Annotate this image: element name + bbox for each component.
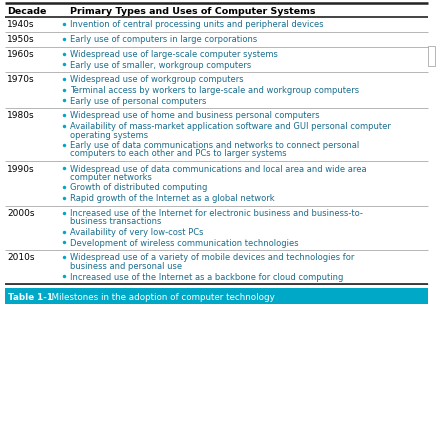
Text: operating systems: operating systems [70, 130, 148, 139]
Text: 1970s: 1970s [7, 75, 35, 84]
Text: Widespread use of large-scale computer systems: Widespread use of large-scale computer s… [70, 50, 278, 59]
Text: Primary Types and Uses of Computer Systems: Primary Types and Uses of Computer Syste… [70, 6, 316, 15]
Text: 1950s: 1950s [7, 35, 35, 44]
Text: 1940s: 1940s [7, 20, 35, 29]
Text: 1990s: 1990s [7, 164, 35, 173]
Text: Invention of central processing units and peripheral devices: Invention of central processing units an… [70, 20, 324, 29]
Text: business transactions: business transactions [70, 217, 161, 226]
Text: Widespread use of workgroup computers: Widespread use of workgroup computers [70, 75, 243, 84]
Text: Milestones in the adoption of computer technology: Milestones in the adoption of computer t… [46, 292, 275, 301]
Text: Early use of personal computers: Early use of personal computers [70, 96, 206, 105]
Text: Rapid growth of the Internet as a global network: Rapid growth of the Internet as a global… [70, 194, 274, 203]
Bar [428, 47, 435, 67]
Text: Availability of very low-cost PCs: Availability of very low-cost PCs [70, 227, 204, 236]
Text: Decade: Decade [7, 6, 46, 15]
Text: 1980s: 1980s [7, 111, 35, 120]
Text: business and personal use: business and personal use [70, 261, 182, 270]
Text: 2000s: 2000s [7, 209, 35, 218]
Text: Early use of data communications and networks to connect personal: Early use of data communications and net… [70, 141, 359, 150]
Text: Growth of distributed computing: Growth of distributed computing [70, 183, 208, 192]
Text: Availability of mass-market application software and GUI personal computer: Availability of mass-market application … [70, 122, 391, 131]
Bar [5, 289, 428, 304]
Text: 1960s: 1960s [7, 50, 35, 59]
Text: Widespread use of a variety of mobile devices and technologies for: Widespread use of a variety of mobile de… [70, 253, 354, 262]
Text: Table 1-1: Table 1-1 [8, 292, 53, 301]
Text: Terminal access by workers to large-scale and workgroup computers: Terminal access by workers to large-scal… [70, 86, 359, 95]
Text: Increased use of the Internet for electronic business and business-to-: Increased use of the Internet for electr… [70, 209, 363, 218]
Text: 2010s: 2010s [7, 253, 35, 262]
Text: Widespread use of data communications and local area and wide area: Widespread use of data communications an… [70, 164, 367, 173]
Text: computers to each other and PCs to larger systems: computers to each other and PCs to large… [70, 149, 287, 158]
Text: computer networks: computer networks [70, 172, 152, 181]
Text: Early use of smaller, workgroup computers: Early use of smaller, workgroup computer… [70, 60, 251, 69]
Text: Increased use of the Internet as a backbone for cloud computing: Increased use of the Internet as a backb… [70, 272, 343, 281]
Text: Widespread use of home and business personal computers: Widespread use of home and business pers… [70, 111, 319, 120]
Text: Early use of computers in large corporations: Early use of computers in large corporat… [70, 35, 257, 44]
Text: Development of wireless communication technologies: Development of wireless communication te… [70, 238, 298, 247]
